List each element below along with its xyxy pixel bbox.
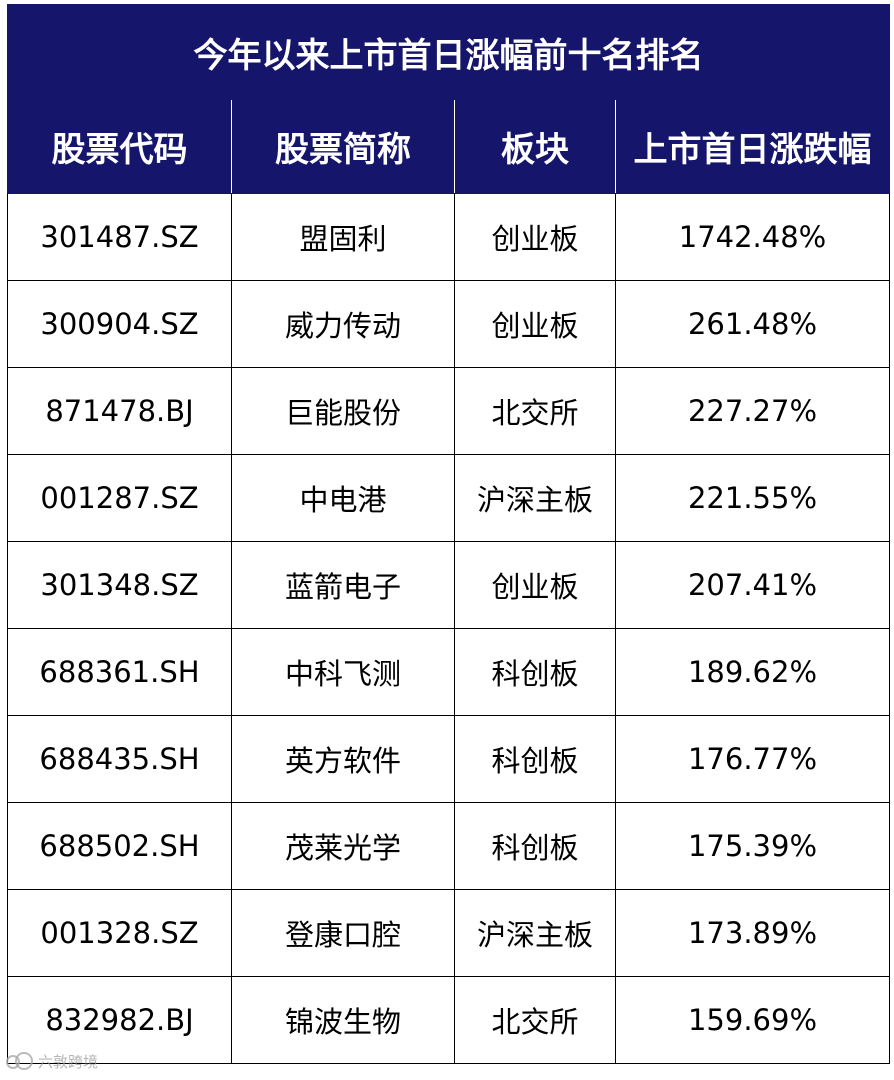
cell-stock-name: 巨能股份 [231,367,455,455]
cell-first-day-change: 173.89% [615,889,890,977]
table-title: 今年以来上市首日涨幅前十名排名 [7,4,890,100]
cell-first-day-change: 261.48% [615,280,890,368]
cell-board: 科创板 [454,628,616,716]
cell-board: 沪深主板 [454,889,616,977]
cell-stock-code: 300904.SZ [7,280,232,368]
cell-stock-name: 茂莱光学 [231,802,455,890]
table-row: 688435.SH 英方软件 科创板 176.77% [7,715,890,803]
table-row: 301348.SZ 蓝箭电子 创业板 207.41% [7,541,890,629]
watermark-logo-icon [6,1052,34,1070]
table-row: 301487.SZ 盟固利 创业板 1742.48% [7,193,890,281]
cell-first-day-change: 175.39% [615,802,890,890]
cell-stock-code: 001287.SZ [7,454,232,542]
table-row: 001287.SZ 中电港 沪深主板 221.55% [7,454,890,542]
header-stock-name: 股票简称 [231,99,455,194]
table-row: 871478.BJ 巨能股份 北交所 227.27% [7,367,890,455]
cell-board: 科创板 [454,715,616,803]
header-stock-code: 股票代码 [7,99,232,194]
cell-stock-name: 中科飞测 [231,628,455,716]
cell-board: 沪深主板 [454,454,616,542]
cell-first-day-change: 207.41% [615,541,890,629]
cell-board: 科创板 [454,802,616,890]
cell-board: 创业板 [454,541,616,629]
table-row: 832982.BJ 锦波生物 北交所 159.69% [7,976,890,1064]
watermark: 六敦跨境 [6,1048,98,1074]
cell-stock-code: 688361.SH [7,628,232,716]
cell-stock-name: 威力传动 [231,280,455,368]
cell-first-day-change: 159.69% [615,976,890,1064]
table-row: 001328.SZ 登康口腔 沪深主板 173.89% [7,889,890,977]
cell-board: 北交所 [454,976,616,1064]
ranking-table-container: 今年以来上市首日涨幅前十名排名 股票代码 股票简称 板块 上市首日涨跌幅 301… [7,4,890,1064]
cell-stock-name: 英方软件 [231,715,455,803]
table-row: 300904.SZ 威力传动 创业板 261.48% [7,280,890,368]
cell-stock-code: 871478.BJ [7,367,232,455]
cell-stock-name: 盟固利 [231,193,455,281]
cell-stock-code: 688502.SH [7,802,232,890]
cell-stock-name: 中电港 [231,454,455,542]
header-board: 板块 [454,99,616,194]
cell-first-day-change: 176.77% [615,715,890,803]
cell-stock-code: 688435.SH [7,715,232,803]
cell-first-day-change: 1742.48% [615,193,890,281]
cell-stock-code: 301348.SZ [7,541,232,629]
cell-board: 北交所 [454,367,616,455]
cell-first-day-change: 189.62% [615,628,890,716]
ranking-table: 今年以来上市首日涨幅前十名排名 股票代码 股票简称 板块 上市首日涨跌幅 301… [7,4,890,1064]
cell-first-day-change: 227.27% [615,367,890,455]
watermark-text: 六敦跨境 [38,1052,99,1071]
table-row: 688502.SH 茂莱光学 科创板 175.39% [7,802,890,890]
cell-stock-code: 001328.SZ [7,889,232,977]
cell-stock-name: 锦波生物 [231,976,455,1064]
cell-first-day-change: 221.55% [615,454,890,542]
table-title-row: 今年以来上市首日涨幅前十名排名 [7,4,890,100]
header-first-day-change: 上市首日涨跌幅 [615,99,890,194]
cell-stock-code: 832982.BJ [7,976,232,1064]
cell-stock-code: 301487.SZ [7,193,232,281]
cell-stock-name: 登康口腔 [231,889,455,977]
table-header-row: 股票代码 股票简称 板块 上市首日涨跌幅 [7,99,890,194]
cell-stock-name: 蓝箭电子 [231,541,455,629]
cell-board: 创业板 [454,280,616,368]
table-row: 688361.SH 中科飞测 科创板 189.62% [7,628,890,716]
cell-board: 创业板 [454,193,616,281]
